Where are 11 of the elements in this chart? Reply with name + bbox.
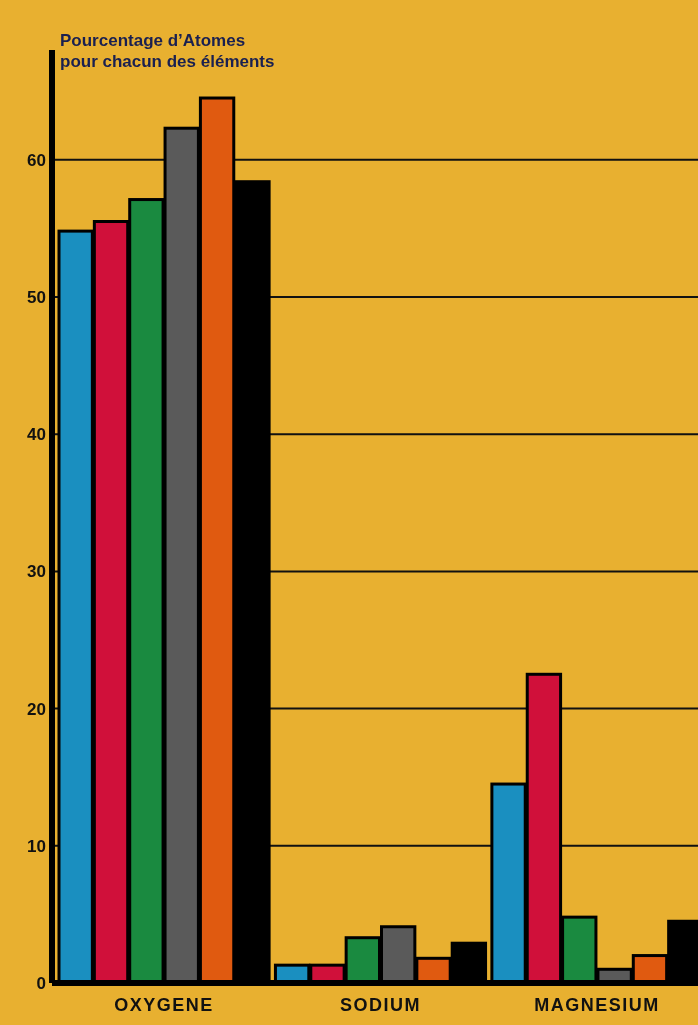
x-tick-label: SODIUM [340,995,421,1015]
y-tick-label: 10 [27,836,46,856]
y-tick-label: 50 [27,287,46,307]
y-tick-label: 20 [27,699,46,719]
y-tick-label: 60 [27,150,46,170]
y-tick-label: 0 [36,973,46,993]
chart-title: Pourcentage d’Atomes pour chacun des éléments [60,31,275,71]
y-tick-label: 30 [27,562,46,582]
y-tick-label: 40 [27,425,46,445]
x-tick-label: OXYGENE [114,995,214,1015]
x-tick-label: MAGNESIUM [534,995,660,1015]
